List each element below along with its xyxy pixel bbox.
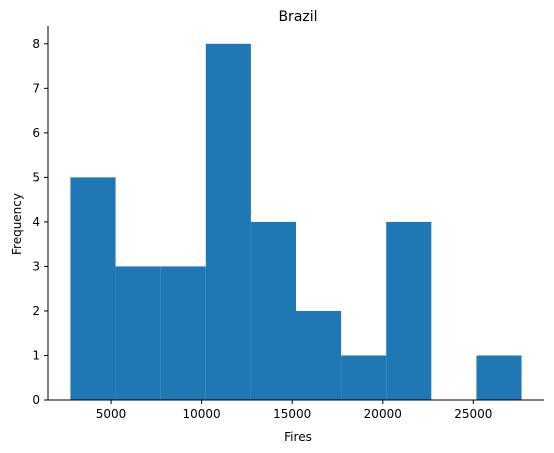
histogram-bar-0 bbox=[70, 177, 116, 400]
x-tick-label: 15000 bbox=[273, 407, 311, 421]
histogram-bar-7 bbox=[386, 221, 432, 400]
x-tick-label: 10000 bbox=[183, 407, 221, 421]
bars-group bbox=[70, 43, 522, 401]
histogram-bar-2 bbox=[160, 266, 206, 400]
x-tick-label: 25000 bbox=[454, 407, 492, 421]
y-axis-ticks: 0 1 2 3 4 5 6 7 8 bbox=[32, 37, 48, 407]
y-tick-label: 7 bbox=[32, 81, 40, 95]
histogram-bar-3 bbox=[205, 43, 251, 401]
histogram-bar-5 bbox=[296, 310, 342, 400]
y-tick-label: 8 bbox=[32, 37, 40, 51]
chart-title: Brazil bbox=[278, 9, 317, 25]
y-axis-label: Frequency bbox=[10, 193, 24, 255]
y-tick-label: 4 bbox=[32, 215, 40, 229]
histogram-bar-9 bbox=[476, 355, 522, 400]
y-tick-label: 6 bbox=[32, 126, 40, 140]
x-axis-ticks: 5000 10000 15000 20000 25000 bbox=[96, 400, 492, 421]
x-tick-label: 20000 bbox=[364, 407, 402, 421]
y-tick-label: 0 bbox=[32, 393, 40, 407]
histogram-bar-4 bbox=[250, 221, 296, 400]
x-tick-label: 5000 bbox=[96, 407, 127, 421]
histogram-bar-1 bbox=[115, 266, 161, 400]
y-tick-label: 3 bbox=[32, 259, 40, 273]
y-tick-label: 2 bbox=[32, 304, 40, 318]
y-tick-label: 5 bbox=[32, 170, 40, 184]
histogram-bar-6 bbox=[341, 355, 387, 400]
y-tick-label: 1 bbox=[32, 348, 40, 362]
x-axis-label: Fires bbox=[284, 430, 312, 444]
